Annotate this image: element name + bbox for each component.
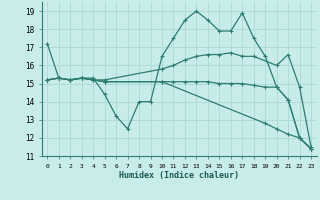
X-axis label: Humidex (Indice chaleur): Humidex (Indice chaleur) bbox=[119, 171, 239, 180]
